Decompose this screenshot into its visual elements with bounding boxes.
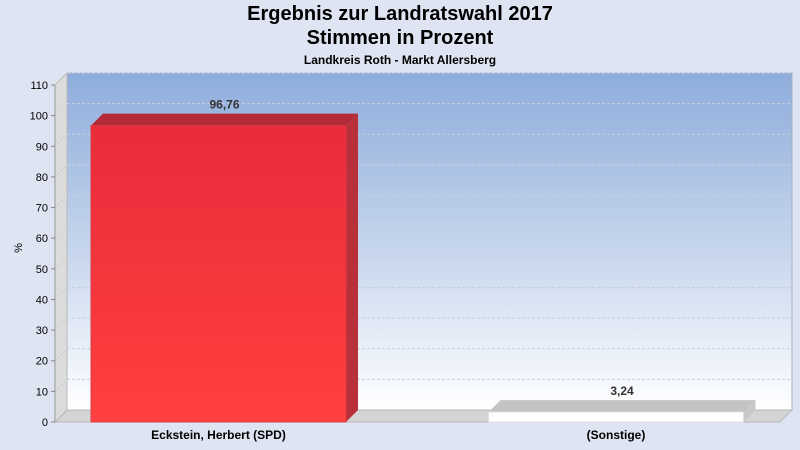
plot-side-wall — [54, 71, 68, 424]
bar-value-label: 3,24 — [610, 384, 634, 398]
gridline-side — [54, 317, 68, 331]
y-tick-label: 30 — [36, 325, 48, 337]
x-category-label: Eckstein, Herbert (SPD) — [151, 428, 286, 442]
bar-value-label: 96,76 — [209, 98, 239, 112]
chart-subtitle: Stimmen in Prozent — [306, 27, 494, 49]
y-tick-label: 40 — [36, 294, 48, 306]
y-tick-label: 110 — [30, 80, 48, 92]
y-tick-label: 70 — [36, 203, 48, 215]
chart-title: Ergebnis zur Landratswahl 2017 — [247, 3, 553, 25]
y-tick-label: 10 — [36, 386, 48, 398]
y-axis-label: % — [13, 243, 25, 253]
gridline-side — [54, 379, 68, 392]
bar-top — [91, 113, 358, 126]
y-tick-label: 0 — [42, 417, 48, 429]
bar-1[interactable]: 3,24 (Sonstige) — [488, 384, 756, 442]
bar-side — [346, 113, 358, 422]
bar-side — [743, 400, 756, 422]
y-tick-label: 20 — [36, 356, 48, 368]
y-tick-label: 80 — [36, 172, 48, 184]
gridline-side — [54, 195, 68, 208]
y-tick-label: 100 — [30, 111, 48, 123]
bar-front — [488, 411, 744, 423]
gridline-side — [54, 164, 68, 178]
gridline-side — [54, 287, 68, 300]
y-tick-label: 90 — [36, 141, 48, 153]
bar-0[interactable]: 96,76 Eckstein, Herbert (SPD) — [90, 98, 358, 442]
chart-region: Landkreis Roth - Markt Allersberg — [303, 53, 497, 67]
gridline-side — [54, 133, 68, 147]
x-category-label: (Sonstige) — [587, 428, 646, 442]
gridline-side — [54, 348, 68, 362]
gridline-side — [54, 256, 68, 270]
bar-front — [90, 125, 347, 423]
gridline-side — [54, 72, 68, 86]
y-tick-label: 60 — [36, 233, 48, 245]
gridline-side — [54, 225, 68, 239]
gridline-side — [54, 103, 68, 116]
bar-top — [488, 400, 756, 413]
y-tick-label: 50 — [36, 264, 48, 276]
